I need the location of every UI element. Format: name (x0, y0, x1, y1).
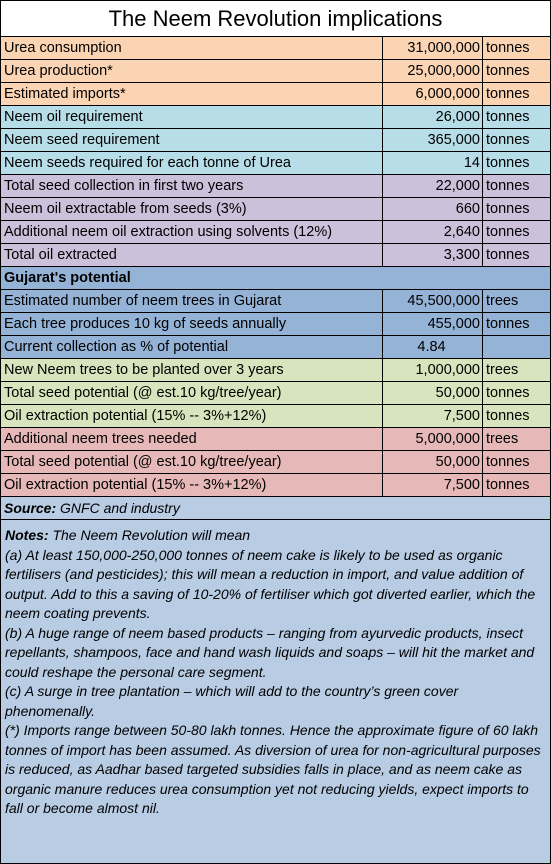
row-value: 50,000 (383, 382, 483, 404)
row-value: 6,000,000 (383, 83, 483, 105)
row-unit: tonnes (486, 385, 530, 401)
row-unit: tonnes (486, 86, 530, 102)
row-unit: tonnes (486, 63, 530, 79)
table-row: Estimated imports* 6,000,000 tonnes (1, 83, 550, 106)
row-unit: tonnes (486, 109, 530, 125)
table-row: Total seed collection in first two years… (1, 175, 550, 198)
row-value: 660 (383, 198, 483, 220)
row-unit: tonnes (486, 408, 530, 424)
row-label: Additional neem oil extraction using sol… (1, 221, 383, 243)
notes: Notes: The Neem Revolution will mean (a)… (1, 520, 550, 863)
row-label: New Neem trees to be planted over 3 year… (1, 359, 383, 381)
row-value: 365,000 (383, 129, 483, 151)
section-heading: Gujarat's potential (4, 270, 131, 286)
row-value: 5,000,000 (383, 428, 483, 450)
row-value: 14 (383, 152, 483, 174)
table-row: Neem oil extractable from seeds (3%) 660 t… (1, 198, 550, 221)
table-row: Neem seed requirement 365,000 tonnes (1, 129, 550, 152)
row-label: Total oil extracted (1, 244, 383, 266)
row-label: Neem seeds required for each tonne of Ur… (1, 152, 383, 174)
row-value: 3,300 (383, 244, 483, 266)
row-unit: tonnes (486, 477, 530, 493)
table-row: Additional neem trees needed 5,000,000 tre… (1, 428, 550, 451)
source-label: Source: (4, 500, 57, 516)
row-label: Total seed collection in first two years (1, 175, 383, 197)
row-value: 455,000 (383, 313, 483, 335)
row-label: Urea production* (1, 60, 383, 82)
notes-label: Notes: (5, 527, 49, 543)
row-unit: tonnes (486, 224, 530, 240)
row-label: Neem oil extractable from seeds (3%) (1, 198, 383, 220)
section-heading-row: Gujarat's potential (1, 267, 550, 290)
row-value: 2,640 (383, 221, 483, 243)
table-row: Oil extraction potential (15% -- 3%+12%)… (1, 405, 550, 428)
row-label: Neem oil requirement (1, 106, 383, 128)
table-row: Total oil extracted 3,300 tonnes (1, 244, 550, 267)
row-label: Current collection as % of potential (1, 336, 383, 358)
table-row: Urea production* 25,000,000 tonnes (1, 60, 550, 83)
row-value: 45,500,000 (383, 290, 483, 312)
table-row: Total seed potential (@ est.10 kg/tree/y… (1, 382, 550, 405)
row-value: 7,500 (383, 405, 483, 427)
row-unit: tonnes (486, 454, 530, 470)
row-label: Oil extraction potential (15% -- 3%+12%) (1, 474, 383, 496)
row-value: 7,500 (383, 474, 483, 496)
notes-intro: The Neem Revolution will mean (52, 527, 251, 543)
row-value: 31,000,000 (383, 37, 483, 59)
row-unit: tonnes (486, 201, 530, 217)
row-label: Oil extraction potential (15% -- 3%+12%) (1, 405, 383, 427)
source: Source: GNFC and industry (1, 497, 550, 520)
table-row: Neem oil requirement 26,000 tonnes (1, 106, 550, 129)
table-row: New Neem trees to be planted over 3 year… (1, 359, 550, 382)
table-row: Urea consumption 31,000,000 tonnes (1, 37, 550, 60)
table-row: Estimated number of neem trees in Gujara… (1, 290, 550, 313)
title: The Neem Revolution implications (1, 1, 550, 37)
row-unit: tonnes (486, 178, 530, 194)
table-row: Oil extraction potential (15% -- 3%+12%)… (1, 474, 550, 497)
row-label: Additional neem trees needed (1, 428, 383, 450)
row-unit: tonnes (486, 132, 530, 148)
table-row: Each tree produces 10 kg of seeds annual… (1, 313, 550, 336)
rows: Urea consumption 31,000,000 tonnes Urea pro… (1, 37, 550, 497)
row-label: Total seed potential (@ est.10 kg/tree/y… (1, 382, 383, 404)
source-text: GNFC and industry (60, 500, 180, 516)
row-label: Neem seed requirement (1, 129, 383, 151)
row-label: Urea consumption (1, 37, 383, 59)
row-unit: tonnes (486, 247, 530, 263)
table-row: Neem seeds required for each tonne of Ur… (1, 152, 550, 175)
note-paragraph: (a) At least 150,000-250,000 tonnes of n… (5, 546, 536, 622)
row-value: 1,000,000 (383, 359, 483, 381)
note-paragraph: (b) A huge range of neem based products … (5, 624, 535, 680)
row-unit: tonnes (486, 155, 530, 171)
row-value: 26,000 (383, 106, 483, 128)
row-value: 22,000 (383, 175, 483, 197)
row-unit: trees (486, 362, 519, 378)
row-label: Each tree produces 10 kg of seeds annual… (1, 313, 383, 335)
row-unit: tonnes (486, 40, 530, 56)
table-row: Total seed potential (@ est.10 kg/tree/y… (1, 451, 550, 474)
row-label: Estimated number of neem trees in Gujara… (1, 290, 383, 312)
row-label: Total seed potential (@ est.10 kg/tree/y… (1, 451, 383, 473)
table-row: Additional neem oil extraction using sol… (1, 221, 550, 244)
row-label: Estimated imports* (1, 83, 383, 105)
row-value: 25,000,000 (383, 60, 483, 82)
row-unit: trees (486, 293, 519, 309)
row-value: 4.84 (383, 336, 483, 358)
row-unit: tonnes (486, 316, 530, 332)
note-paragraph: (c) A surge in tree plantation – which w… (5, 683, 459, 719)
row-unit-empty (483, 336, 550, 358)
table-row: Current collection as % of potential 4.84 (1, 336, 550, 359)
notes-intro-line: Notes: The Neem Revolution will mean (5, 526, 547, 546)
row-unit: trees (486, 431, 519, 447)
note-paragraph: (*) Imports range between 50-80 lakh ton… (5, 722, 541, 816)
row-value: 50,000 (383, 451, 483, 473)
